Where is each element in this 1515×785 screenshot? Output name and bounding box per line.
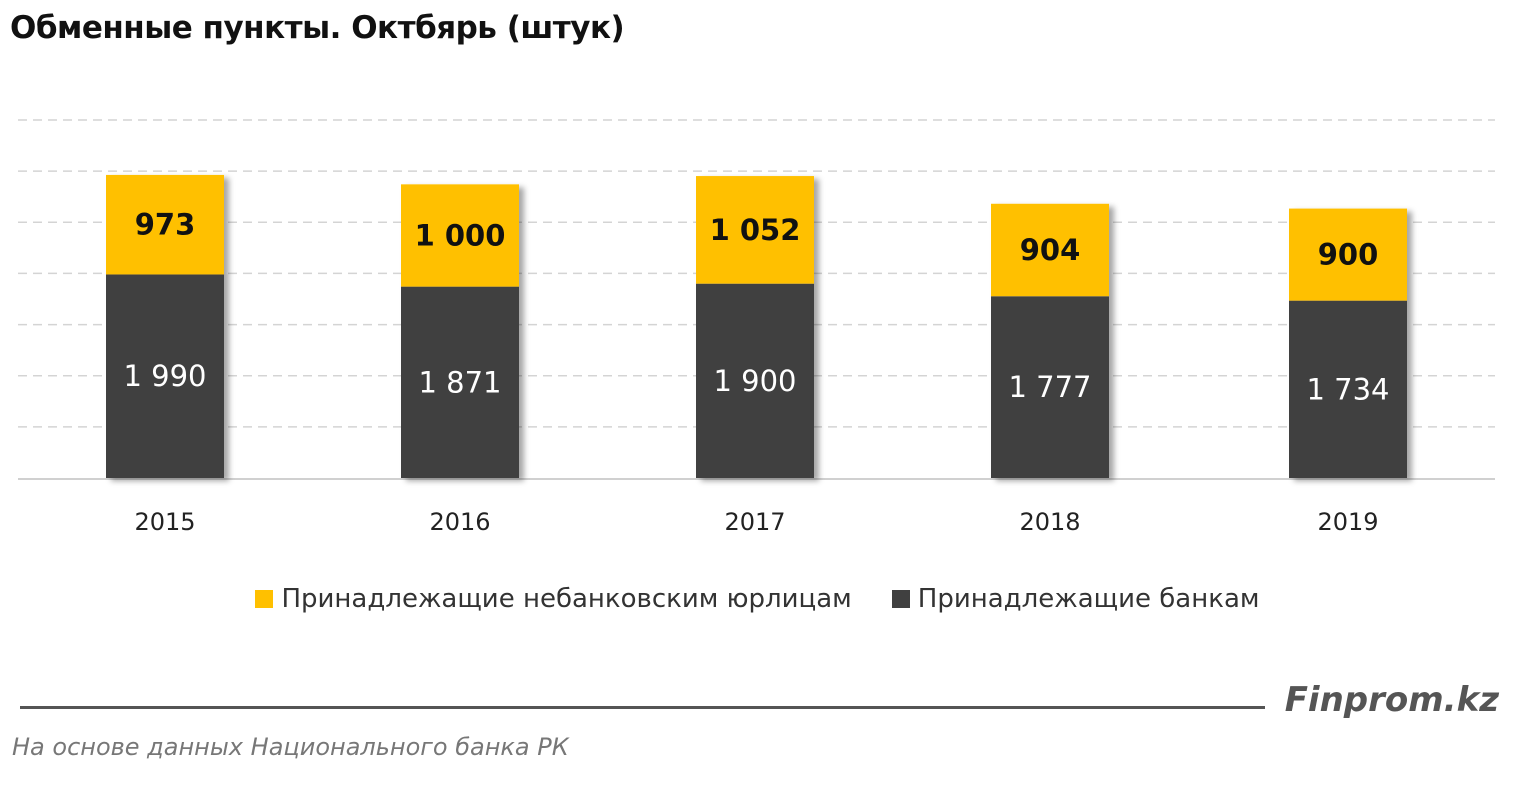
brand-logo: Finprom.kz — [1284, 680, 1499, 720]
data-label: 973 — [135, 208, 196, 242]
data-label: 1 871 — [418, 365, 501, 399]
data-label: 1 900 — [713, 364, 796, 398]
bar-nonbank — [991, 203, 1109, 297]
legend-label-bank: Принадлежащие банкам — [917, 584, 1260, 614]
x-tick-label: 2018 — [1019, 508, 1080, 536]
bar-bank — [991, 296, 1109, 478]
bar-nonbank — [401, 184, 519, 287]
legend-swatch-nonbank — [255, 590, 274, 608]
footer-divider — [20, 706, 1265, 709]
x-tick-label: 2017 — [724, 508, 785, 536]
data-label: 904 — [1020, 233, 1081, 267]
data-label: 1 990 — [123, 359, 206, 393]
data-label: 900 — [1318, 238, 1379, 272]
legend-swatch-bank — [891, 590, 910, 608]
chart-title: Обменные пункты. Октбярь (штук) — [10, 10, 625, 46]
data-label: 1 000 — [415, 218, 506, 252]
x-tick-label: 2016 — [429, 508, 490, 536]
x-tick-label: 2019 — [1317, 508, 1378, 536]
source-note: На основе данных Национального банка РК — [12, 733, 569, 761]
legend-item-nonbank: Принадлежащие небанковским юрлицам — [255, 584, 852, 614]
legend: Принадлежащие небанковским юрлицам Прина… — [0, 584, 1515, 614]
bar-bank — [1289, 300, 1407, 478]
data-label: 1 052 — [710, 213, 801, 247]
bar-nonbank — [696, 176, 814, 284]
legend-item-bank: Принадлежащие банкам — [891, 584, 1260, 614]
bar-bank — [106, 274, 224, 478]
legend-label-nonbank: Принадлежащие небанковским юрлицам — [281, 584, 852, 614]
data-label: 1 734 — [1306, 372, 1389, 406]
bar-bank — [401, 286, 519, 478]
data-label: 1 777 — [1008, 370, 1091, 404]
bar-nonbank — [106, 174, 224, 275]
bar-bank — [696, 283, 814, 478]
x-tick-label: 2015 — [134, 508, 195, 536]
bar-nonbank — [1289, 208, 1407, 301]
